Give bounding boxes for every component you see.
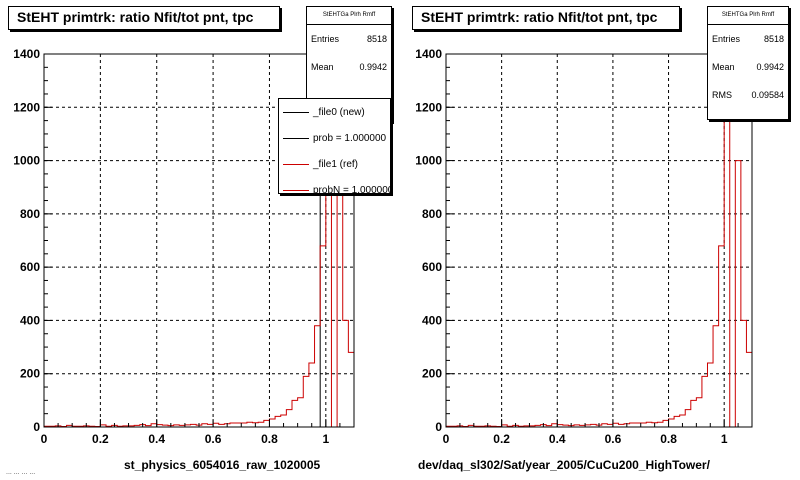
legend-swatch-probn [283,189,309,191]
right-stats-entries-label: Entries [712,34,741,44]
left-stats-name: StEHTGa Plrh Rmff [307,7,391,25]
right-stats-entries-value: 8518 [763,34,784,44]
left-stats-row-mean: Mean 0.9942 [307,53,391,81]
left-title: StEHT primtrk: ratio Nfit/tot pnt, tpc [17,9,254,25]
left-xtick-label-0: 0 [41,432,48,446]
right-ytick-label-1: 200 [422,367,442,381]
left-legend: _file0 (new) prob = 1.000000 _file1 (ref… [278,98,391,194]
right-stats-row-entries: Entries 8518 [708,25,788,53]
left-x-axis-title: st_physics_6054016_raw_1020005 [124,458,321,472]
left-stats-mean-label: Mean [311,62,334,72]
right-series-0 [445,66,752,428]
left-stats-entries-value: 8518 [366,34,387,44]
legend-entry-file1: _file1 (ref) [279,151,390,177]
right-stats-box: StEHTGa Plrh Rmff Entries 8518 Mean 0.99… [707,6,789,120]
right-xtick-label-2: 0.4 [549,432,566,446]
right-ytick-label-2: 400 [422,313,442,327]
left-ytick-label-2: 400 [20,313,40,327]
left-ytick-label-1: 200 [20,367,40,381]
right-stats-rms-label: RMS [712,90,732,100]
right-xtick-label-4: 0.8 [660,432,677,446]
left-xtick-label-2: 0.4 [148,432,165,446]
left-ytick-label-6: 1200 [13,100,40,114]
right-xtick-label-0: 0 [443,432,450,446]
legend-label-prob: prob = 1.000000 [313,132,387,144]
legend-swatch-file1 [283,163,309,165]
right-x-axis-title: dev/daq_sl302/Sat/year_2005/CuCu200_High… [418,458,710,472]
right-ytick-label-7: 1400 [415,47,442,61]
left-xtick-label-1: 0.2 [92,432,109,446]
right-stats-mean-value: 0.9942 [756,62,784,72]
legend-entry-probn: probN = 1.000000 [279,177,391,194]
footer-corner-text: ... ... ... ... [6,469,36,476]
right-ytick-label-0: 0 [435,420,442,434]
legend-swatch-file0 [283,111,309,113]
right-stats-mean-label: Mean [712,62,735,72]
legend-label-file1: _file1 (ref) [313,158,359,170]
legend-entry-prob: prob = 1.000000 [279,125,390,151]
right-stats-row-rms: RMS 0.09584 [708,81,788,109]
legend-label-file0: _file0 (new) [313,106,365,118]
left-ytick-label-7: 1400 [13,47,40,61]
right-stats-row-mean: Mean 0.9942 [708,53,788,81]
left-ytick-label-5: 1000 [13,154,40,168]
right-title: StEHT primtrk: ratio Nfit/tot pnt, tpc [421,9,658,25]
right-ytick-label-6: 1200 [415,100,442,114]
left-xtick-label-3: 0.6 [205,432,222,446]
right-xtick-label-5: 1 [721,432,728,446]
legend-entry-file0: _file0 (new) [279,99,390,125]
right-ytick-label-3: 600 [422,260,442,274]
right-xtick-label-1: 0.2 [493,432,510,446]
right-xtick-label-3: 0.6 [605,432,622,446]
left-ytick-label-4: 800 [20,207,40,221]
left-stats-mean-value: 0.9942 [359,62,387,72]
legend-swatch-prob [283,137,309,139]
left-xtick-label-5: 1 [322,432,329,446]
legend-label-probn: probN = 1.000000 [313,184,391,194]
left-xtick-label-4: 0.8 [261,432,278,446]
left-stats-row-entries: Entries 8518 [307,25,391,53]
right-title-box: StEHT primtrk: ratio Nfit/tot pnt, tpc [412,6,680,30]
left-title-box: StEHT primtrk: ratio Nfit/tot pnt, tpc [8,6,280,30]
left-ytick-label-0: 0 [33,420,40,434]
right-stats-rms-value: 0.09584 [751,90,784,100]
right-ytick-label-4: 800 [422,207,442,221]
left-stats-entries-label: Entries [311,34,340,44]
right-stats-name: StEHTGa Plrh Rmff [708,7,788,25]
left-ytick-label-3: 600 [20,260,40,274]
right-ytick-label-5: 1000 [415,154,442,168]
